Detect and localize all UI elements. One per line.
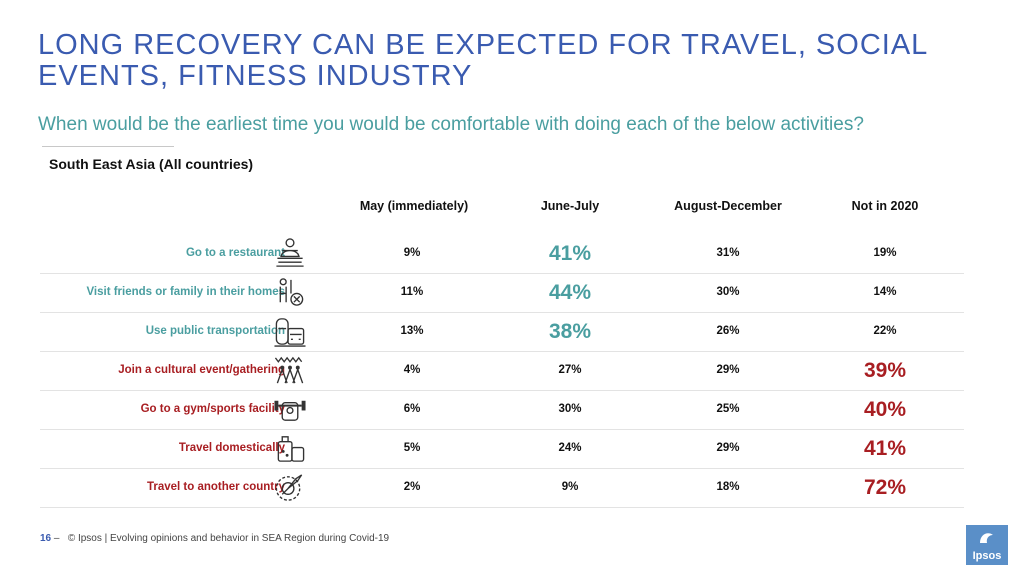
activity-label: Travel domestically <box>178 442 285 454</box>
table-row: Use public transportation 13% 38% 26% 22% <box>40 312 964 352</box>
value-cell: 38% <box>548 320 592 343</box>
value-cell: 2% <box>403 481 421 493</box>
luggage-icon <box>277 436 305 462</box>
value-cell: 40% <box>863 398 907 421</box>
value-cell: 27% <box>558 364 582 376</box>
footer-text: © Ipsos | Evolving opinions and behavior… <box>67 533 390 544</box>
table-row: Travel to another country 2% 9% 18% 72% <box>40 468 964 508</box>
gym-icon <box>274 400 306 421</box>
footer: 16 – © Ipsos | Evolving opinions and beh… <box>40 533 389 544</box>
value-cell: 22% <box>873 325 897 337</box>
value-cell: 39% <box>863 359 907 382</box>
page-title: LONG RECOVERY CAN BE EXPECTED FOR TRAVEL… <box>38 29 928 92</box>
plane-globe-icon <box>275 474 303 501</box>
region-label: South East Asia (All countries) <box>49 156 254 172</box>
value-cell: 30% <box>716 286 740 298</box>
table-row: Join a cultural event/gathering 4% 27% 29% 3… <box>40 351 964 391</box>
activity-label: Travel to another country <box>146 481 285 493</box>
column-header-not-2020: Not in 2020 <box>851 199 919 213</box>
value-cell: 5% <box>403 442 421 454</box>
value-cell: 30% <box>558 403 582 415</box>
column-header-june-july: June-July <box>540 199 600 213</box>
table-row: Visit friends or family in their homes 11… <box>40 273 964 313</box>
home-visit-icon <box>279 278 304 306</box>
value-cell: 41% <box>863 437 907 460</box>
restaurant-icon <box>276 238 304 267</box>
column-header-august-december: August-December <box>674 199 782 213</box>
value-cell: 72% <box>863 476 907 499</box>
logo-mark-icon <box>980 533 993 543</box>
page-number: 16 <box>40 533 52 544</box>
value-cell: 29% <box>716 442 740 454</box>
value-cell: 29% <box>716 364 740 376</box>
column-header-may: May (immediately) <box>359 199 469 213</box>
logo-text: Ipsos <box>972 550 1002 562</box>
activity-label: Use public transportation <box>145 325 285 337</box>
table-row: Travel domestically 5% 24% 29% 41% <box>40 429 964 469</box>
value-cell: 44% <box>548 281 592 304</box>
crowd-icon <box>274 356 304 384</box>
activity-label: Go to a gym/sports facility <box>140 403 285 415</box>
value-cell: 6% <box>403 403 421 415</box>
activity-label: Join a cultural event/gathering <box>118 364 285 376</box>
activity-label: Visit friends or family in their homes <box>86 286 285 298</box>
divider <box>42 146 174 147</box>
footer-separator: – <box>53 533 60 544</box>
value-cell: 24% <box>558 442 582 454</box>
value-cell: 41% <box>548 242 592 265</box>
transport-icon <box>274 318 306 347</box>
question-subtitle: When would be the earliest time you woul… <box>38 114 864 135</box>
value-cell: 14% <box>873 286 897 298</box>
value-cell: 13% <box>400 325 424 337</box>
value-cell: 9% <box>403 247 421 259</box>
table-row: Go to a restaurant 9% 41% 31% 19% <box>40 234 964 274</box>
value-cell: 19% <box>873 247 897 259</box>
value-cell: 31% <box>716 247 740 259</box>
value-cell: 11% <box>400 286 424 298</box>
ipsos-logo: Ipsos <box>966 525 1008 565</box>
value-cell: 18% <box>716 481 740 493</box>
value-cell: 25% <box>716 403 740 415</box>
value-cell: 4% <box>403 364 421 376</box>
value-cell: 9% <box>561 481 579 493</box>
activity-label: Go to a restaurant <box>185 247 285 259</box>
table-row: Go to a gym/sports facility 6% 30% 25% 40% <box>40 390 964 430</box>
value-cell: 26% <box>716 325 740 337</box>
